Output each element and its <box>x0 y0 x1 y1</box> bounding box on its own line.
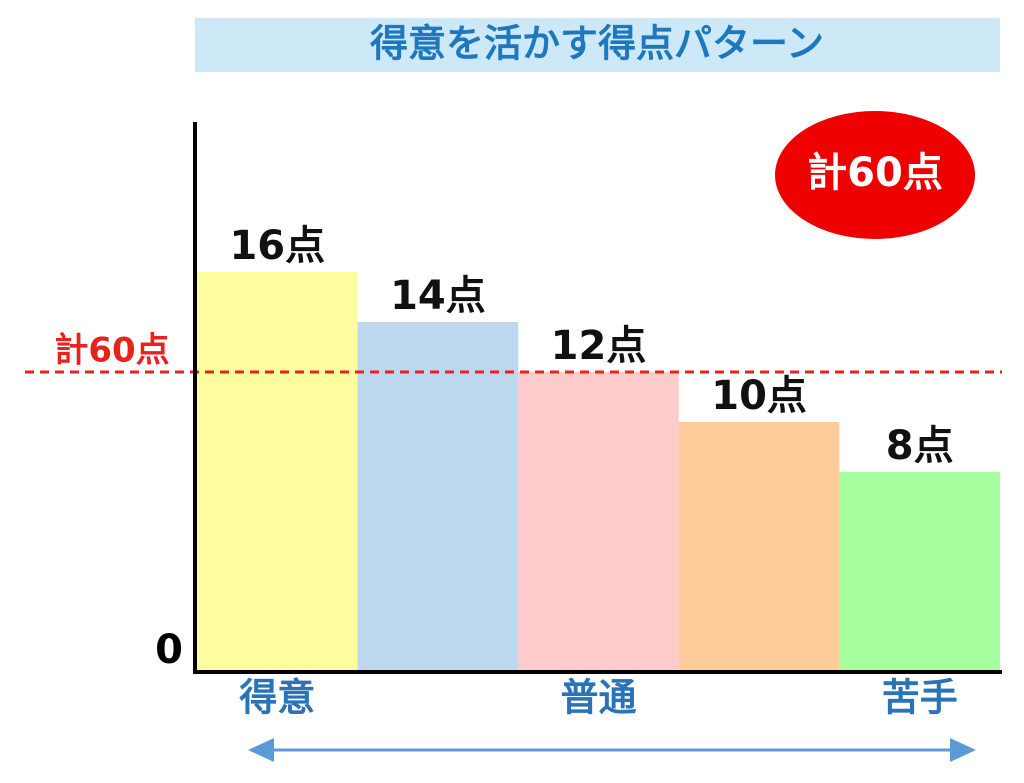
value-label: 12点 <box>551 323 647 369</box>
y-tick-label: 0 <box>155 627 183 673</box>
direction-arrow <box>248 738 976 762</box>
reference-label: 計60点 <box>54 331 169 371</box>
bar <box>518 372 679 672</box>
value-label: 8点 <box>886 423 954 469</box>
badge <box>775 111 975 239</box>
value-label: 16点 <box>229 223 325 269</box>
title-banner <box>195 18 1000 72</box>
bar <box>839 472 1000 672</box>
badge-text: 計60点 <box>807 150 943 196</box>
x-tick-label: 苦手 <box>882 676 958 720</box>
value-label: 14点 <box>390 273 486 319</box>
bar <box>357 322 519 672</box>
bar <box>678 422 840 672</box>
x-tick-label: 普通 <box>560 676 636 720</box>
x-tick-label: 得意 <box>239 676 315 720</box>
bar <box>197 272 358 672</box>
value-label: 10点 <box>711 373 807 419</box>
chart-title: 得意を活かす得点パターン <box>370 22 824 66</box>
